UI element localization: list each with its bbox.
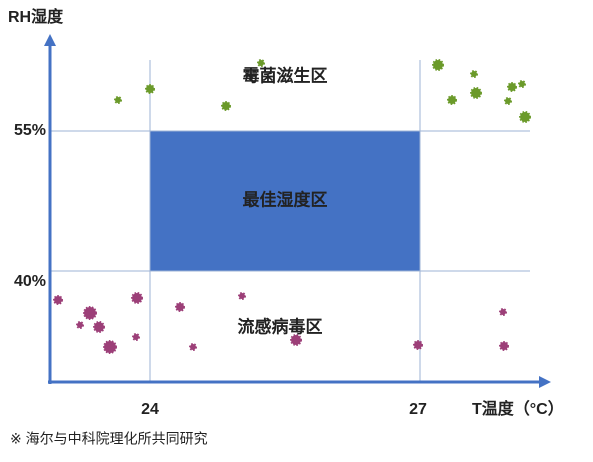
mold-icon — [470, 70, 478, 78]
mold-icon — [447, 95, 457, 105]
x-tick-label: 24 — [141, 401, 159, 418]
virus-icon — [93, 321, 105, 333]
virus-icon — [83, 306, 97, 320]
mold-icon — [518, 80, 526, 88]
y-tick-label: 40% — [14, 273, 46, 290]
virus-icon — [413, 340, 423, 350]
virus-icon — [189, 343, 197, 351]
virus-icon — [290, 334, 302, 346]
x-tick-label: 27 — [409, 401, 427, 418]
mold-icon — [470, 87, 482, 99]
virus-icon — [238, 292, 246, 300]
mold-icon — [114, 96, 122, 104]
y-axis-label: RH湿度 — [8, 7, 64, 26]
virus-icon — [53, 295, 63, 305]
virus-icon — [499, 341, 509, 351]
mold-icon — [432, 59, 444, 71]
zone-label: 最佳湿度区 — [243, 189, 328, 209]
icons — [53, 59, 531, 354]
x-axis-label: T温度（°C） — [472, 399, 564, 418]
mold-icon — [519, 111, 531, 123]
mold-icon — [145, 84, 155, 94]
virus-icon — [103, 340, 117, 354]
mold-icon — [257, 59, 265, 67]
zone-label: 霉菌滋生区 — [243, 65, 328, 85]
virus-icon — [132, 333, 140, 341]
virus-icon — [131, 292, 143, 304]
mold-icon — [221, 101, 231, 111]
zone-label: 流感病毒区 — [238, 316, 323, 336]
optimal-zone — [150, 131, 420, 271]
footnote: ※ 海尔与中科院理化所共同研究 — [10, 431, 208, 447]
mold-icon — [507, 82, 517, 92]
virus-icon — [76, 321, 84, 329]
virus-icon — [175, 302, 185, 312]
mold-icon — [504, 97, 512, 105]
y-tick-label: 55% — [14, 122, 46, 139]
virus-icon — [499, 308, 507, 316]
